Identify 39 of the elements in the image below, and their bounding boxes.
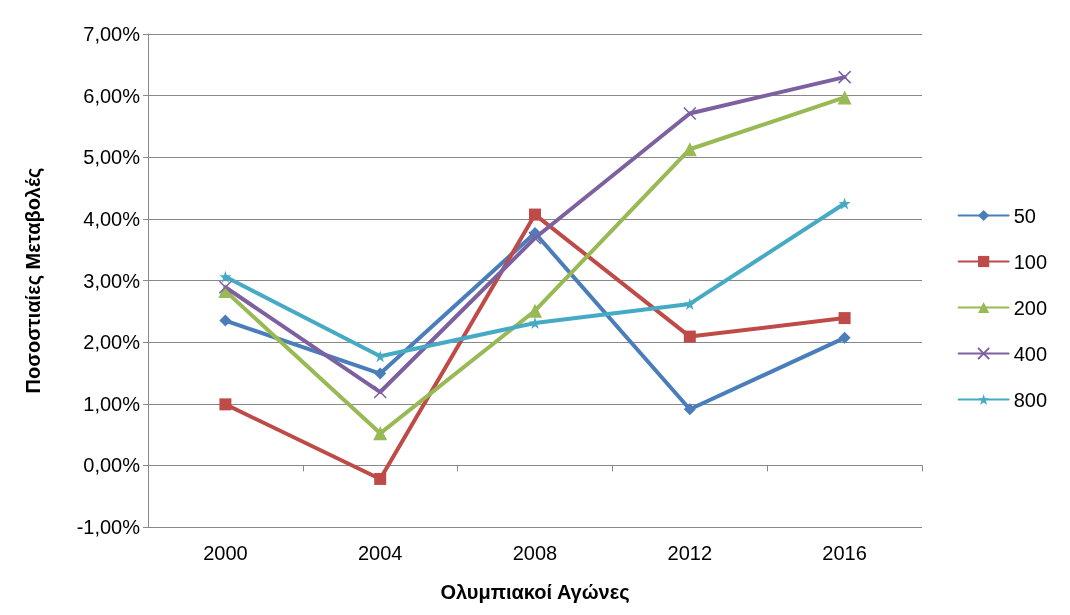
y-tick-label: 7,00% [83,23,141,45]
x-tick-label: 2012 [667,542,713,564]
legend-label: 800 [1013,388,1048,411]
y-tick-label: 3,00% [83,269,141,292]
point [374,472,387,485]
legend-label: 100 [1013,250,1048,273]
y-tick-label: 6,00% [83,84,141,107]
x-axis-title: Ολυμπιακοί Αγώνες [440,581,630,603]
point [837,90,852,105]
point [219,314,232,327]
y-axis-title: Ποσοστιαίες Μεταβολές [22,167,44,394]
x-tick-label: 2008 [512,542,558,564]
x-tick-label: 2016 [822,542,867,564]
x-tick-label: 2004 [357,542,403,564]
point [683,297,696,310]
y-tick-label: 2,00% [83,331,141,354]
point [838,312,851,325]
point [838,331,851,344]
y-tick-label: -1,00% [76,516,141,538]
point [838,197,851,210]
y-tick-label: 1,00% [83,392,141,415]
y-tick-label: 5,00% [83,146,141,169]
point [373,426,388,441]
point [528,303,542,318]
point [528,231,542,245]
y-tick-label: 0,00% [83,454,141,477]
point [374,367,387,380]
x-tick-label: 2000 [203,542,248,564]
point [529,208,541,221]
point [219,270,232,283]
legend-label: 50 [1013,204,1036,227]
legend-label: 400 [1013,342,1048,365]
point [683,403,696,416]
point [219,398,232,411]
point [683,106,697,121]
point [837,70,852,84]
legend-label: 200 [1013,296,1048,319]
y-tick-label: 4,00% [83,207,141,230]
point [683,330,696,343]
